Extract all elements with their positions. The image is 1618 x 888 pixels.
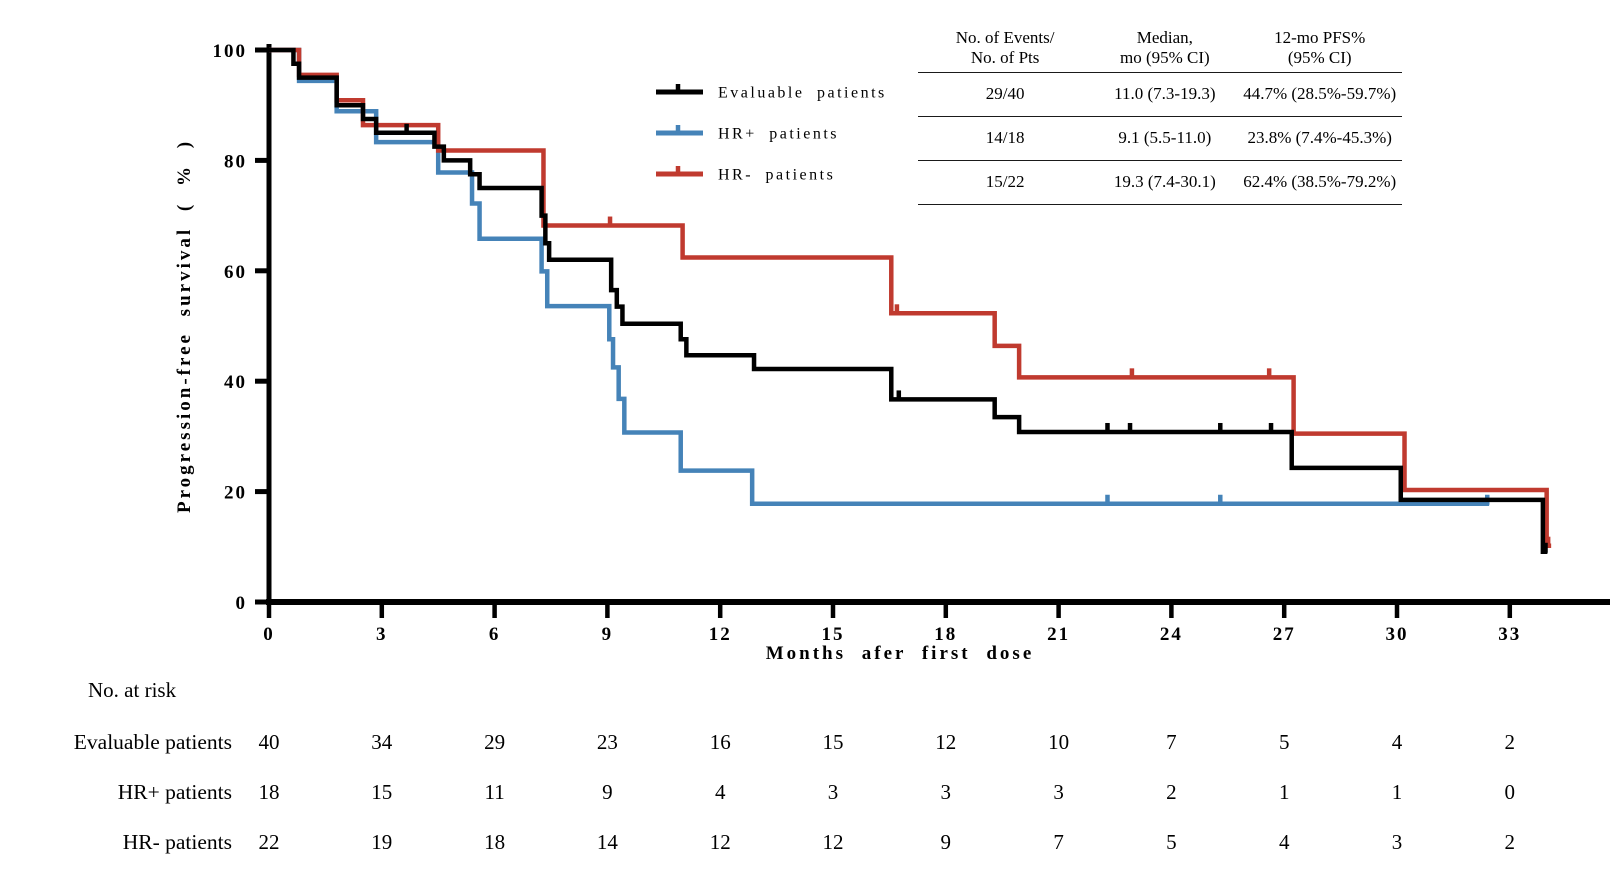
summary-cell: 15/22 bbox=[985, 172, 1025, 192]
risk-row-label-evaluable-patients: Evaluable patients bbox=[73, 730, 232, 754]
x-tick-label: 33 bbox=[1498, 624, 1521, 645]
risk-count-hr-patients-m12: 4 bbox=[714, 780, 726, 804]
x-tick-label: 3 bbox=[376, 624, 388, 645]
risk-count-hr-patients-m15: 3 bbox=[827, 780, 839, 804]
risk-count-hr-patients-m6: 11 bbox=[484, 780, 505, 804]
risk-count-evaluable-patients-m24: 7 bbox=[1166, 730, 1177, 754]
risk-count-hr-patients-m21: 7 bbox=[1053, 830, 1064, 854]
risk-count-hr-patients-m27: 4 bbox=[1278, 830, 1290, 854]
legend-label-hr-patients: HR- patients bbox=[718, 167, 835, 184]
risk-count-hr-patients-m24: 5 bbox=[1166, 830, 1177, 854]
summary-row-evaluable: 29/40 11.0 (7.3-19.3) 44.7% (28.5%-59.7%… bbox=[918, 73, 1402, 117]
risk-count-evaluable-patients-m3: 34 bbox=[371, 730, 393, 754]
summary-table-header-row: No. of Events/ No. of Pts Median, mo (95… bbox=[918, 22, 1402, 73]
risk-count-hr-patients-m30: 3 bbox=[1391, 830, 1403, 854]
risk-row-label-hr-patients: HR+ patients bbox=[117, 780, 232, 804]
y-tick-label: 60 bbox=[224, 262, 247, 283]
risk-count-evaluable-patients-m0: 40 bbox=[258, 730, 280, 754]
risk-count-hr-patients-m3: 15 bbox=[371, 780, 393, 804]
risk-count-hr-patients-m21: 3 bbox=[1053, 780, 1064, 804]
risk-row-label-hr-patients: HR- patients bbox=[122, 830, 232, 854]
risk-count-hr-patients-m24: 2 bbox=[1166, 780, 1177, 804]
summary-row-hr-negative: 15/22 19.3 (7.4-30.1) 62.4% (38.5%-79.2%… bbox=[918, 161, 1402, 205]
summary-cell: 44.7% (28.5%-59.7%) bbox=[1243, 84, 1397, 104]
y-tick-label: 20 bbox=[224, 483, 247, 504]
x-tick-label: 0 bbox=[263, 624, 275, 645]
summary-cell: 11.0 (7.3-19.3) bbox=[1114, 84, 1216, 104]
summary-cell: 14/18 bbox=[985, 128, 1025, 148]
x-tick-label: 30 bbox=[1386, 624, 1409, 645]
x-tick-label: 9 bbox=[602, 624, 614, 645]
risk-count-evaluable-patients-m18: 12 bbox=[935, 730, 957, 754]
x-tick-label: 12 bbox=[709, 624, 732, 645]
risk-count-evaluable-patients-m9: 23 bbox=[596, 730, 618, 754]
risk-count-hr-patients-m6: 18 bbox=[484, 830, 506, 854]
summary-cell: 9.1 (5.5-11.0) bbox=[1118, 128, 1212, 148]
summary-col-header-events: No. of Events/ No. of Pts bbox=[955, 27, 1055, 67]
summary-cell: 29/40 bbox=[985, 84, 1025, 104]
legend-label-hr-patients: HR+ patients bbox=[718, 126, 839, 143]
summary-cell: 23.8% (7.4%-45.3%) bbox=[1247, 128, 1392, 148]
risk-count-hr-patients-m12: 12 bbox=[709, 830, 731, 854]
series-curve-hr-patients bbox=[269, 47, 1490, 506]
x-axis-title: Months afer first dose bbox=[766, 643, 1035, 662]
risk-count-evaluable-patients-m6: 29 bbox=[484, 730, 506, 754]
summary-table: No. of Events/ No. of Pts Median, mo (95… bbox=[918, 22, 1402, 205]
x-tick-label: 15 bbox=[822, 624, 845, 645]
risk-count-evaluable-patients-m12: 16 bbox=[709, 730, 731, 754]
risk-count-evaluable-patients-m15: 15 bbox=[822, 730, 844, 754]
risk-table-title: No. at risk bbox=[88, 678, 177, 702]
x-tick-label: 24 bbox=[1160, 624, 1183, 645]
risk-count-evaluable-patients-m21: 10 bbox=[1048, 730, 1070, 754]
risk-count-hr-patients-m33: 2 bbox=[1504, 830, 1516, 854]
y-axis-title: Progression-free survival ( % ) bbox=[174, 139, 195, 513]
risk-count-hr-patients-m33: 0 bbox=[1504, 780, 1516, 804]
y-tick-label: 40 bbox=[224, 372, 247, 393]
risk-count-hr-patients-m27: 1 bbox=[1278, 780, 1290, 804]
summary-row-hr-positive: 14/18 9.1 (5.5-11.0) 23.8% (7.4%-45.3%) bbox=[918, 117, 1402, 161]
series-curve-evaluable-patients bbox=[269, 47, 1548, 555]
risk-count-evaluable-patients-m27: 5 bbox=[1278, 730, 1290, 754]
risk-count-hr-patients-m18: 9 bbox=[940, 830, 952, 854]
risk-count-hr-patients-m18: 3 bbox=[940, 780, 952, 804]
summary-cell: 19.3 (7.4-30.1) bbox=[1113, 172, 1216, 192]
x-tick-label: 27 bbox=[1273, 624, 1296, 645]
risk-count-evaluable-patients-m33: 2 bbox=[1504, 730, 1516, 754]
risk-count-hr-patients-m0: 18 bbox=[258, 780, 280, 804]
legend-label-evaluable-patients: Evaluable patients bbox=[718, 85, 887, 102]
summary-col-header-12mo-pfs: 12-mo PFS% (95% CI) bbox=[1274, 27, 1366, 67]
summary-col-header-median: Median, mo (95% CI) bbox=[1119, 27, 1210, 67]
y-tick-label: 100 bbox=[213, 41, 248, 62]
summary-cell: 62.4% (38.5%-79.2%) bbox=[1243, 172, 1397, 192]
risk-count-hr-patients-m9: 9 bbox=[602, 780, 613, 804]
risk-count-hr-patients-m30: 1 bbox=[1391, 780, 1403, 804]
series-curve-hr-patients bbox=[269, 47, 1552, 548]
x-tick-label: 6 bbox=[489, 624, 501, 645]
x-tick-label: 21 bbox=[1047, 624, 1070, 645]
risk-count-hr-patients-m0: 22 bbox=[258, 830, 280, 854]
risk-count-evaluable-patients-m30: 4 bbox=[1391, 730, 1403, 754]
km-survival-plot: 0 20 40 60 80 100 0 3 6 9 12 15 18 21 24 27 30 33 Progress… bbox=[174, 41, 1610, 662]
y-tick-label: 0 bbox=[236, 593, 248, 614]
x-tick-label: 18 bbox=[934, 624, 957, 645]
risk-count-hr-patients-m9: 14 bbox=[596, 830, 618, 854]
y-tick-label: 80 bbox=[224, 151, 247, 172]
risk-count-hr-patients-m3: 19 bbox=[371, 830, 393, 854]
risk-count-hr-patients-m15: 12 bbox=[822, 830, 844, 854]
